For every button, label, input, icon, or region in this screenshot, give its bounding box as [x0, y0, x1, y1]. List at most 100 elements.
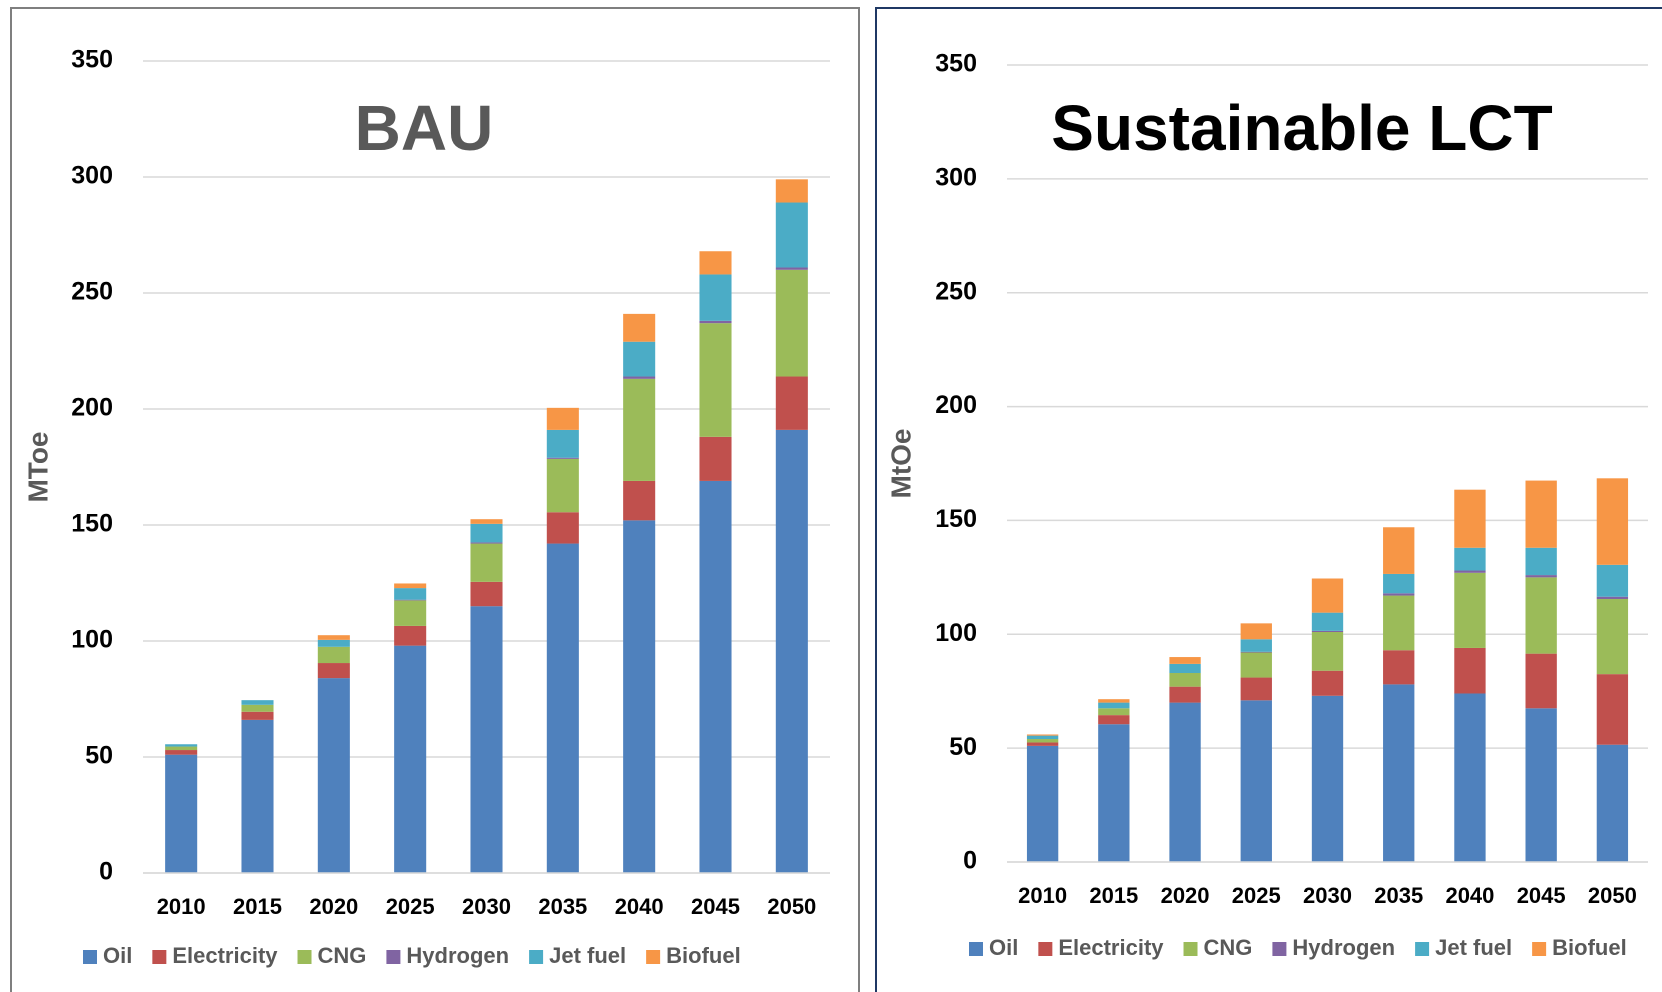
- bar-segment: [317, 635, 350, 640]
- bar-segment: [470, 519, 503, 524]
- bar-segment: [699, 323, 732, 437]
- bar-segment: [1311, 632, 1344, 671]
- y-tick-label: 300: [935, 163, 977, 191]
- bar-segment: [1383, 684, 1415, 862]
- x-tick-label: 2045: [1517, 883, 1566, 908]
- bar-segment: [775, 269, 808, 377]
- x-tick-label: 2015: [233, 894, 282, 919]
- bar-segment: [470, 523, 503, 543]
- y-tick-label: 100: [935, 619, 977, 647]
- bar-segment: [241, 711, 274, 720]
- bar-segment: [1311, 612, 1344, 631]
- bar-segment: [1383, 650, 1415, 685]
- bar-segment: [317, 646, 350, 664]
- bar-segment: [241, 704, 274, 712]
- x-tick-label: 2050: [1588, 883, 1637, 908]
- bar-segment: [1311, 670, 1344, 696]
- legend-swatch: [386, 950, 401, 964]
- bar-segment: [317, 678, 350, 873]
- bar-segment: [1098, 708, 1130, 716]
- bar-segment: [1026, 735, 1059, 740]
- y-tick-label: 150: [935, 505, 977, 533]
- legend-swatch: [1183, 942, 1198, 956]
- bar-segment: [394, 645, 427, 873]
- bar-segment: [1240, 651, 1272, 653]
- bar-segment: [699, 320, 732, 324]
- bar-segment: [394, 600, 427, 626]
- bar-segment: [1311, 578, 1344, 613]
- y-tick-label: 200: [71, 394, 113, 422]
- x-tick-label: 2050: [767, 894, 816, 919]
- bar-segment: [1596, 478, 1629, 565]
- bar-segment: [623, 378, 656, 481]
- x-tick-label: 2020: [1161, 883, 1210, 908]
- bar-segment: [546, 458, 579, 513]
- chart-title: Sustainable LCT: [1051, 92, 1552, 164]
- x-tick-label: 2025: [1232, 883, 1281, 908]
- bar-segment: [1240, 677, 1272, 701]
- bar-segment: [1596, 598, 1629, 675]
- bar-segment: [1311, 695, 1344, 862]
- y-tick-label: 100: [71, 626, 113, 654]
- bar-segment: [1454, 647, 1486, 694]
- x-tick-label: 2010: [1018, 883, 1067, 908]
- bar-segment: [317, 639, 350, 647]
- legend-swatch: [1532, 942, 1547, 956]
- y-tick-label: 300: [71, 162, 113, 190]
- bar-segment: [623, 341, 656, 377]
- bar-segment: [1169, 702, 1201, 862]
- bar-segment: [1596, 596, 1629, 599]
- bar-segment: [546, 512, 579, 544]
- legend-label: Hydrogen: [1292, 935, 1395, 960]
- legend-swatch: [529, 950, 544, 964]
- legend-swatch: [83, 950, 97, 964]
- bar-segment: [775, 179, 808, 203]
- legend-swatch: [1038, 942, 1053, 956]
- bar-segment: [546, 457, 579, 459]
- bar-segment: [1098, 715, 1130, 725]
- bar-segment: [1383, 527, 1415, 574]
- bar-segment: [1525, 577, 1557, 654]
- bar-segment: [1596, 674, 1629, 745]
- bar-segment: [165, 754, 198, 873]
- bar-segment: [1098, 702, 1130, 709]
- x-tick-label: 2030: [1303, 883, 1352, 908]
- legend-swatch: [1415, 942, 1430, 956]
- x-tick-label: 2040: [615, 894, 664, 919]
- bar-segment: [470, 581, 503, 607]
- y-axis-label: MToe: [22, 431, 53, 502]
- legend-swatch: [1272, 942, 1287, 956]
- y-axis-label: MtOe: [885, 429, 916, 499]
- bar-segment: [546, 407, 579, 430]
- bar-segment: [775, 267, 808, 270]
- legend-swatch: [297, 950, 312, 964]
- bar-segment: [623, 480, 656, 521]
- bar-segment: [1240, 639, 1272, 652]
- bar-segment: [1169, 657, 1201, 664]
- legend-label: Jet fuel: [549, 943, 626, 968]
- bar-segment: [1525, 575, 1557, 578]
- x-tick-label: 2010: [157, 894, 206, 919]
- bar-segment: [699, 274, 732, 321]
- legend-swatch: [969, 942, 983, 956]
- bar-segment: [394, 583, 427, 589]
- bar-segment: [394, 588, 427, 600]
- bar-segment: [470, 543, 503, 582]
- bar-segment: [1240, 652, 1272, 678]
- bar-segment: [470, 542, 503, 544]
- x-tick-label: 2040: [1445, 883, 1494, 908]
- bar-segment: [546, 543, 579, 873]
- legend-label: Electricity: [172, 943, 278, 968]
- x-tick-label: 2030: [462, 894, 511, 919]
- bar-segment: [1454, 570, 1486, 573]
- bar-segment: [623, 520, 656, 873]
- bar-segment: [1454, 547, 1486, 571]
- legend-swatch: [152, 950, 167, 964]
- y-tick-label: 150: [71, 510, 113, 538]
- x-tick-label: 2035: [538, 894, 587, 919]
- legend-label: Hydrogen: [406, 943, 509, 968]
- y-tick-label: 50: [85, 742, 113, 770]
- legend-label: Biofuel: [1552, 935, 1627, 960]
- bar-segment: [1098, 724, 1130, 862]
- legend-label: Oil: [103, 943, 132, 968]
